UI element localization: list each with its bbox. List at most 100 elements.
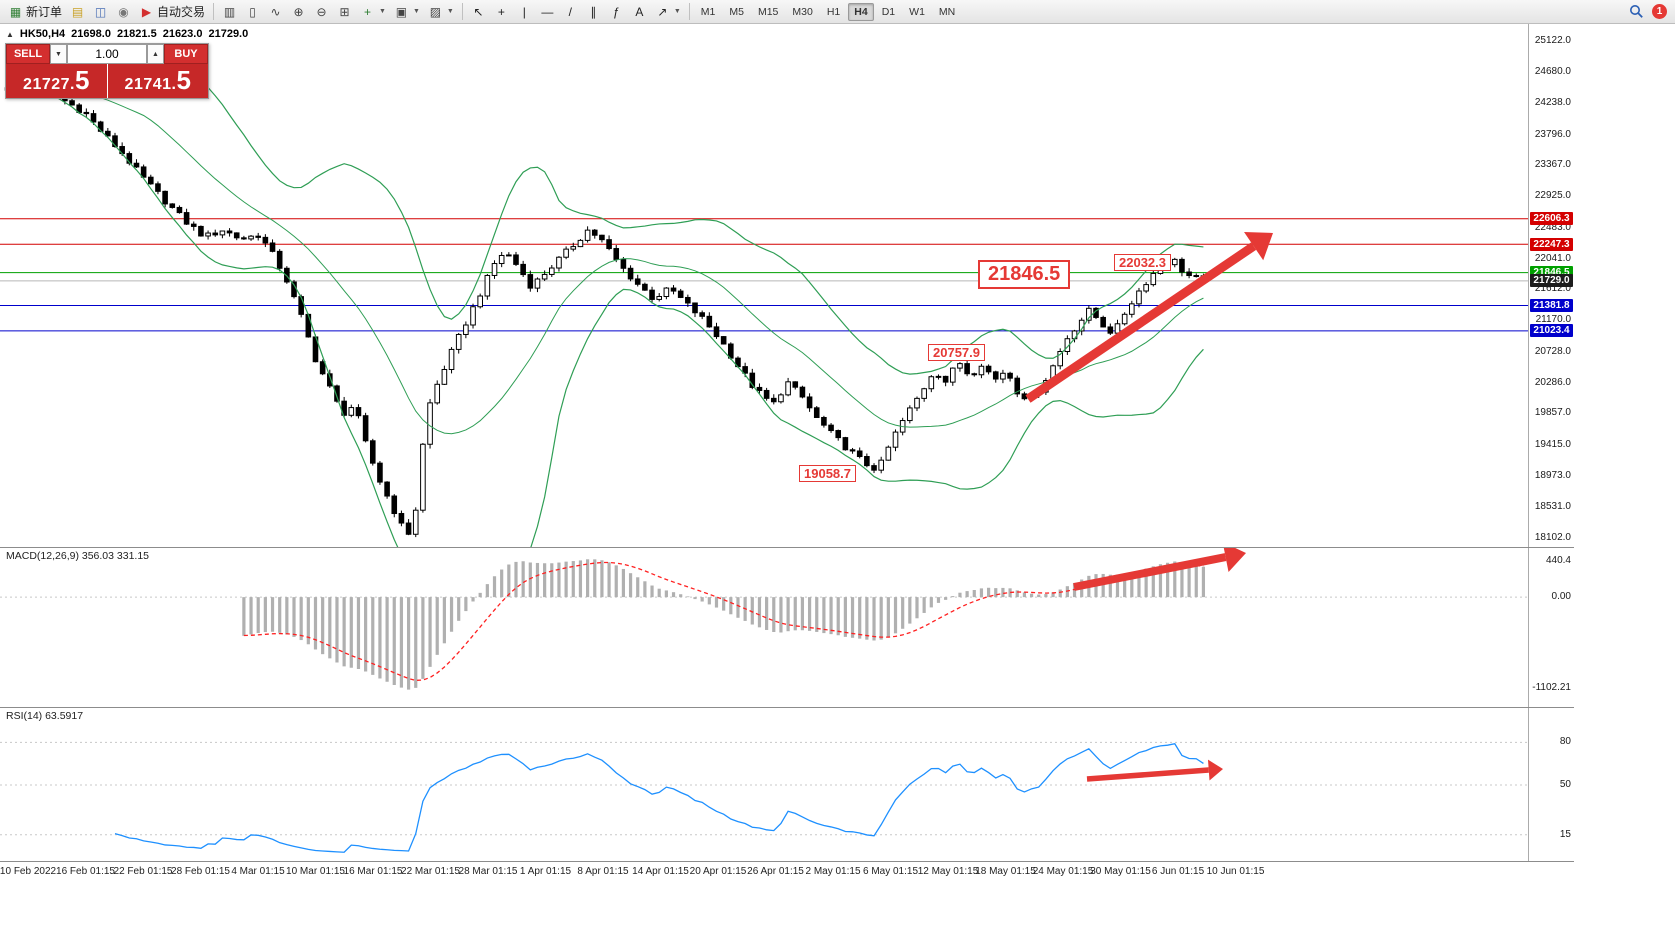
cursor-button[interactable]: ↖ — [467, 3, 490, 21]
price-axis[interactable]: 25122.0 24680.0 24238.0 23796.0 23367.0 22925… — [1528, 24, 1574, 548]
ohlc-low: 21623.0 — [162, 28, 203, 40]
price-level-badge: 21381.8 — [1530, 298, 1573, 312]
vertical-line-icon: | — [522, 4, 526, 19]
trade-panel-divider — [106, 64, 108, 98]
timeframe-m5-button[interactable]: M5 — [729, 5, 744, 18]
indicators-button[interactable]: + ▼ — [356, 3, 390, 21]
chart-header: ▲ HK50,H4 21698.0 21821.5 21623.0 21729.… — [6, 28, 248, 40]
price-tick-label: 23796.0 — [1534, 128, 1571, 140]
candle-chart-icon: ▯ — [249, 4, 256, 19]
time-axis[interactable]: 10 Feb 2022 16 Feb 01:15 22 Feb 01:15 28 Fe… — [0, 862, 1574, 882]
date-tick-label: 22 Feb 01:15 — [113, 866, 173, 877]
price-annotation[interactable]: 20757.9 — [928, 344, 985, 361]
timeframe-m1-button[interactable]: M1 — [700, 5, 716, 18]
sell-price-button[interactable]: 21727. 5 — [6, 64, 107, 98]
vertical-line-button[interactable]: | — [513, 3, 536, 21]
candle-chart-button[interactable]: ▯ — [241, 3, 264, 21]
alerts-button[interactable]: ◉ — [112, 3, 135, 21]
trendline-icon: / — [568, 4, 573, 19]
tile-windows-button[interactable]: ⊞ — [333, 3, 356, 21]
date-tick-label: 16 Feb 01:15 — [56, 866, 115, 877]
volume-increase-button[interactable]: ▲ — [147, 44, 164, 64]
date-tick-label: 6 Jun 01:15 — [1151, 866, 1205, 877]
periods-button[interactable]: ▣ ▼ — [390, 3, 424, 21]
arrows-button[interactable]: ↗ ▼ — [651, 3, 685, 21]
chevron-down-icon: ▼ — [412, 8, 420, 15]
date-tick-label: 1 Apr 01:15 — [519, 866, 572, 877]
trendline-button[interactable]: / — [559, 3, 582, 21]
macd-tick-label: -1102.21 — [1532, 681, 1571, 693]
price-chart-canvas[interactable] — [0, 24, 1528, 548]
template-button[interactable]: ▨ ▼ — [424, 3, 458, 21]
charts-button[interactable]: ▤ — [66, 3, 89, 21]
timeframe-m15-button[interactable]: M15 — [757, 5, 779, 18]
horizontal-line-button[interactable]: — — [536, 3, 559, 21]
price-tick-label: 23367.0 — [1534, 158, 1571, 170]
buy-button[interactable]: BUY — [164, 44, 208, 64]
price-level-badge: 21729.0 — [1530, 274, 1573, 288]
pane-splitter[interactable] — [0, 861, 1574, 864]
profile-icon: ◫ — [94, 4, 107, 19]
line-chart-button[interactable]: ∿ — [264, 3, 287, 21]
price-tick-label: 22925.0 — [1534, 190, 1571, 202]
zoom-in-button[interactable]: ⊕ — [287, 3, 310, 21]
new-order-button[interactable]: ▦ 新订单 — [4, 2, 66, 21]
price-annotation[interactable]: 22032.3 — [1114, 254, 1171, 271]
sell-button[interactable]: SELL — [6, 44, 50, 64]
timeframe-w1-button[interactable]: W1 — [909, 5, 925, 18]
date-tick-label: 2 May 01:15 — [805, 866, 861, 877]
date-tick-label: 10 Jun 01:15 — [1206, 866, 1265, 877]
timeframe-m30-button[interactable]: M30 — [792, 5, 813, 18]
timeframe-toolbar: M1 M5 M15 M30 H1 H4 D1 W1 MN — [694, 2, 962, 21]
price-tick-label: 18102.0 — [1534, 531, 1571, 543]
rsi-canvas[interactable] — [0, 708, 1528, 862]
text-button[interactable]: A — [628, 3, 651, 21]
autotrade-button[interactable]: ▶ 自动交易 — [135, 2, 209, 21]
one-click-collapse-icon[interactable]: ▲ — [6, 29, 14, 39]
channel-button[interactable]: ∥ — [582, 3, 605, 21]
date-tick-label: 26 Apr 01:15 — [747, 866, 804, 877]
profile-button[interactable]: ◫ — [89, 3, 112, 21]
text-icon: A — [635, 4, 644, 19]
toolbar-separator — [688, 3, 690, 20]
timeframe-h1-button[interactable]: H1 — [826, 5, 841, 18]
bar-chart-button[interactable]: ▥ — [218, 3, 241, 21]
volume-decrease-button[interactable]: ▼ — [50, 44, 67, 64]
timeframe-h4-button[interactable]: H4 — [848, 2, 874, 21]
price-annotation[interactable]: 19058.7 — [799, 465, 856, 482]
macd-axis[interactable]: 440.4 0.00 -1102.21 — [1528, 548, 1574, 708]
search-icon[interactable] — [1629, 4, 1644, 19]
timeframe-d1-button[interactable]: D1 — [881, 5, 896, 18]
price-annotation[interactable]: 21846.5 — [978, 260, 1071, 289]
crosshair-button[interactable]: + — [490, 3, 513, 21]
toolbar-right: 1 — [1629, 4, 1671, 19]
price-tick-label: 18531.0 — [1534, 501, 1571, 513]
main-toolbar: ▦ 新订单 ▤ ◫ ◉ ▶ 自动交易 ▥ ▯ ∿ ⊕ ⊖ ⊞ + ▼ ▣ ▼ ▨ ▼ ↖ + | — / ∥ ƒ A ↗ ▼ M1 M5 M… — [0, 0, 1675, 24]
rsi-tick-label: 15 — [1559, 828, 1571, 840]
zoom-out-icon: ⊖ — [316, 4, 327, 19]
trade-panel-price-row: 21727. 5 21741. 5 — [6, 64, 208, 98]
timeframe-mn-button[interactable]: MN — [938, 5, 956, 18]
pane-splitter[interactable] — [0, 547, 1574, 550]
crosshair-icon: + — [497, 4, 505, 19]
date-tick-label: 12 May 01:15 — [917, 866, 979, 877]
price-tick-label: 19857.0 — [1534, 407, 1571, 419]
fibonacci-button[interactable]: ƒ — [605, 3, 628, 21]
one-click-trade-panel: SELL ▼ ▲ BUY 21727.5 21741.5 — [5, 43, 209, 99]
rsi-tick-label: 50 — [1559, 779, 1571, 790]
volume-input[interactable] — [67, 44, 147, 64]
toolbar-separator — [461, 3, 463, 20]
rsi-tick-label: 80 — [1559, 736, 1571, 748]
pane-splitter[interactable] — [0, 707, 1574, 710]
price-tick-label: 22041.0 — [1534, 252, 1571, 264]
new-order-button-label: 新订单 — [26, 5, 63, 19]
date-tick-label: 8 Apr 01:15 — [577, 866, 629, 877]
notification-badge[interactable]: 1 — [1652, 4, 1667, 19]
rsi-axis[interactable]: 80 50 15 — [1528, 708, 1574, 862]
date-tick-label: 22 Mar 01:15 — [401, 866, 460, 877]
macd-canvas[interactable] — [0, 548, 1528, 708]
tile-windows-icon: ⊞ — [339, 4, 350, 19]
template-icon: ▨ — [429, 4, 442, 19]
buy-price-button[interactable]: 21741. 5 — [108, 64, 209, 98]
zoom-out-button[interactable]: ⊖ — [310, 3, 333, 21]
